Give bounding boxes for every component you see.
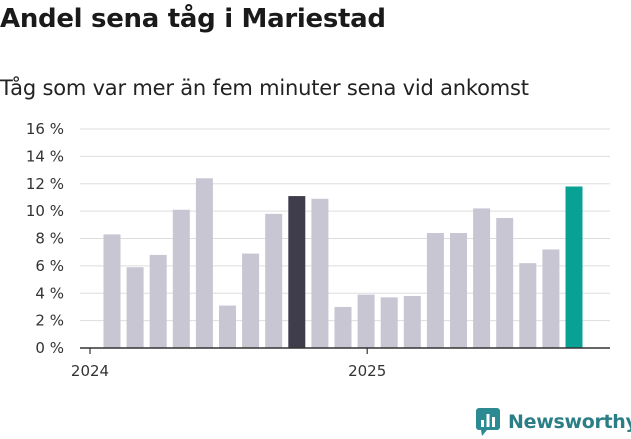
bar [450,233,467,348]
bar [242,253,260,348]
bar [311,198,329,348]
y-tick-label: 14 % [26,147,64,165]
x-axis-ticks: 2024 2025 [71,348,386,380]
y-tick-label: 4 % [35,284,64,302]
bar [565,186,583,348]
bar [265,213,283,348]
y-tick-label: 16 % [26,120,64,138]
bar [103,234,121,348]
bar [172,209,190,348]
bar [149,254,167,348]
bar [334,306,352,348]
y-tick-label: 10 % [26,202,64,220]
bar [288,196,306,348]
brand-name: Newsworthy [508,411,631,433]
bar [403,295,421,348]
newsworthy-logo: Newsworthy [476,408,631,436]
bar [519,263,537,348]
y-tick-label: 12 % [26,175,64,193]
y-axis-ticks: 0 % 2 % 4 % 6 % 8 % 10 % 12 % 14 % 16 % [26,120,64,357]
newsworthy-logo-icon [476,408,500,436]
grid-lines [80,128,610,322]
bar [195,178,213,348]
bar [496,217,514,348]
bar [357,294,375,348]
chart-subtitle: Tåg som var mer än fem minuter sena vid … [0,76,529,100]
y-tick-label: 6 % [35,257,64,275]
bar [426,233,444,348]
bar [542,249,560,348]
bar [219,305,236,348]
bar [380,297,398,348]
bars [103,178,583,348]
x-tick-label: 2025 [348,362,386,380]
x-tick-label: 2024 [71,362,109,380]
bar [126,267,144,348]
y-tick-label: 0 % [35,339,64,357]
bar [473,208,491,348]
y-tick-label: 2 % [35,312,64,330]
chart-title: Andel sena tåg i Mariestad [0,4,386,34]
y-tick-label: 8 % [35,230,64,248]
bar-chart: 0 % 2 % 4 % 6 % 8 % 10 % 12 % 14 % 16 % 2024 2025 [26,120,610,380]
